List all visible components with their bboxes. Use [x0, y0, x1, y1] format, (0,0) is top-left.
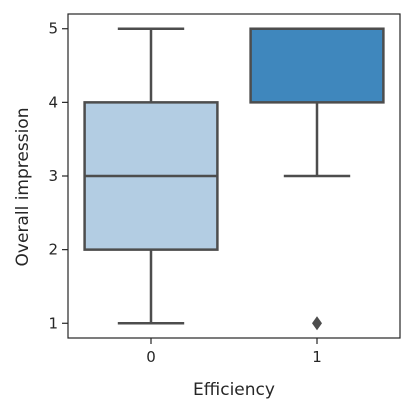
y-tick-label: 4	[48, 93, 58, 111]
x-tick-label: 0	[146, 348, 156, 366]
y-tick-label: 5	[48, 20, 58, 38]
y-axis-label: Overall impression	[13, 108, 33, 267]
y-tick-label: 3	[48, 167, 58, 185]
plot-area	[67, 13, 401, 339]
y-axis: 1 2 3 4 5	[48, 20, 68, 332]
box-1	[249, 27, 385, 104]
outlier-point	[312, 316, 322, 331]
x-tick-label: 1	[312, 348, 322, 366]
box-group-1	[249, 27, 385, 331]
y-tick-label: 2	[48, 241, 58, 259]
y-tick-label: 1	[48, 314, 58, 332]
x-axis-label: Efficiency	[193, 380, 275, 400]
box-group-0	[83, 27, 219, 325]
